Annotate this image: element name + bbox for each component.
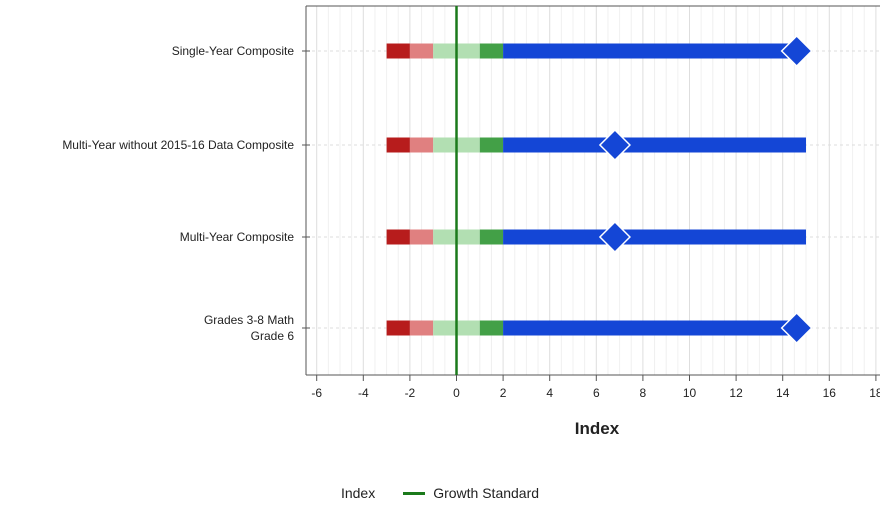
range-band	[386, 229, 410, 245]
legend-item-growth-standard[interactable]: Growth Standard	[403, 485, 539, 501]
index-marker	[598, 128, 632, 162]
category-label: Multi-Year without 2015-16 Data Composit…	[62, 138, 294, 152]
legend: Index Growth Standard	[0, 485, 880, 501]
category-label-line: Grades 3-8 Math	[204, 313, 294, 327]
range-band	[409, 320, 434, 336]
x-tick-label: -6	[311, 386, 322, 400]
category-label-line: Grade 6	[251, 329, 295, 343]
index-bar	[503, 43, 797, 59]
x-tick-label: 18	[869, 386, 880, 400]
x-tick-label: 8	[640, 386, 647, 400]
range-band	[409, 137, 434, 153]
category-label-line: Multi-Year Composite	[180, 230, 295, 244]
x-tick-label: 6	[593, 386, 600, 400]
x-tick-label: 14	[776, 386, 790, 400]
range-band	[386, 320, 410, 336]
x-tick-label: 16	[823, 386, 837, 400]
index-marker	[598, 220, 632, 254]
index-marker	[780, 34, 813, 68]
category-label: Multi-Year Composite	[180, 230, 295, 244]
category-label-line: Single-Year Composite	[172, 44, 295, 58]
legend-label-index: Index	[340, 485, 376, 501]
x-tick-label: -4	[358, 386, 369, 400]
legend-item-index[interactable]: Index	[341, 485, 375, 501]
range-band	[409, 43, 434, 59]
index-bar	[503, 137, 806, 153]
x-tick-label: 0	[453, 386, 460, 400]
category-label-line: Multi-Year without 2015-16 Data Composit…	[62, 138, 294, 152]
index-bar	[503, 229, 806, 245]
range-band	[479, 43, 504, 59]
range-band	[386, 137, 410, 153]
range-band	[386, 43, 410, 59]
range-band	[479, 320, 504, 336]
x-tick-label: 12	[729, 386, 743, 400]
legend-label-growth-standard: Growth Standard	[433, 485, 540, 501]
range-band	[409, 229, 434, 245]
growth-standard-swatch	[403, 491, 426, 495]
range-band	[479, 229, 504, 245]
index-chart: -6 -4 -2 0 2 4 6 8 10 12 14 16 18 Index Single-Year Co…	[62, 5, 880, 438]
x-tick-label: 2	[500, 386, 507, 400]
index-marker	[780, 311, 813, 345]
x-tick-label: 10	[683, 386, 697, 400]
category-label: Grades 3-8 Math Grade 6	[204, 313, 294, 343]
x-tick-label: -2	[405, 386, 416, 400]
x-axis-title: Index	[575, 419, 620, 438]
index-bar	[503, 320, 797, 336]
x-tick-label: 4	[546, 386, 553, 400]
range-band	[479, 137, 504, 153]
category-label: Single-Year Composite	[172, 44, 295, 58]
